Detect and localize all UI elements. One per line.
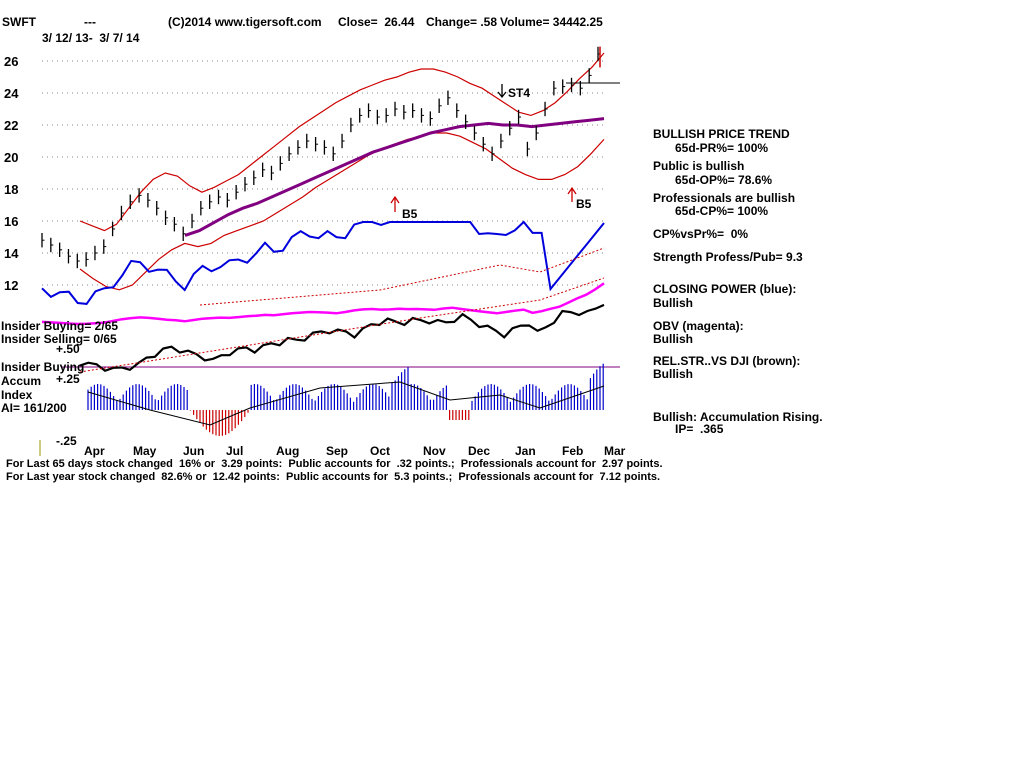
- y-tick-26: 26: [4, 54, 18, 69]
- closing-power-status: Bullish: [653, 296, 694, 310]
- relstr-status: Bullish: [653, 367, 694, 381]
- bollinger-bands: [79, 52, 605, 291]
- cp-vs-pr: CP%vsPr%= 0%: [653, 227, 749, 241]
- accumulation-status: Bullish: Accumulation Rising.: [653, 410, 823, 424]
- accum-label: Accum: [1, 374, 42, 388]
- indicator-lines: [41, 220, 605, 373]
- signal-arrows: [390, 84, 577, 212]
- obv-label: OBV (magenta):: [653, 319, 744, 333]
- pr-percent: 65d-PR%= 100%: [675, 141, 769, 155]
- index-label: Index: [1, 388, 33, 402]
- month-label-sep: Sep: [326, 444, 348, 458]
- y-tick-18: 18: [4, 182, 18, 197]
- y-tick-22: 22: [4, 118, 18, 133]
- month-label-jun: Jun: [183, 444, 204, 458]
- footer-year-summary: For Last year stock changed 82.6% or 12.…: [6, 471, 661, 483]
- b5-arrow-up-1: [390, 195, 400, 212]
- b5-arrow-up-2: [567, 186, 577, 202]
- relative-strength-line: [79, 303, 605, 373]
- closing-power-label: CLOSING POWER (blue):: [653, 282, 797, 296]
- insider-buying-label-2: Insider Buying: [1, 360, 85, 374]
- ma-65d-line: [184, 117, 605, 237]
- signal-b5-label-2: B5: [576, 197, 592, 211]
- copyright-text: (C)2014 www.tigersoft.com: [168, 15, 322, 29]
- relstr-trend-dotted: [79, 277, 605, 373]
- change-value: Change= .58: [426, 15, 498, 29]
- obv-line: [41, 282, 605, 326]
- obv-status: Bullish: [653, 332, 694, 346]
- signal-b5-label-1: B5: [402, 207, 418, 221]
- month-label-dec: Dec: [468, 444, 490, 458]
- price-gridlines: [39, 60, 620, 456]
- st4-arrow-down: [497, 84, 507, 99]
- price-bars: [41, 46, 620, 269]
- month-axis-labels: Apr May Jun Jul Aug Sep Oct Nov Dec Jan Feb Mar: [84, 444, 626, 458]
- month-label-apr: Apr: [84, 444, 105, 458]
- month-label-jan: Jan: [515, 444, 536, 458]
- month-label-may: May: [133, 444, 157, 458]
- accumulation-histogram: [87, 363, 605, 436]
- insider-buying-label: Insider Buying= 2/65: [1, 319, 119, 333]
- month-label-mar: Mar: [604, 444, 626, 458]
- ticker-symbol: SWFT: [2, 15, 36, 29]
- ai-label: AI= 161/200: [1, 401, 67, 415]
- accum-moving-average: [87, 381, 605, 426]
- relstr-label: REL.STR..VS DJI (brown):: [653, 354, 801, 368]
- accum-tick-plus50: +.50: [56, 342, 80, 356]
- y-tick-20: 20: [4, 150, 18, 165]
- upper-band-line: [79, 52, 605, 232]
- cp-percent: 65d-CP%= 100%: [675, 204, 769, 218]
- month-label-oct: Oct: [370, 444, 390, 458]
- volume-value: Volume= 34442.25: [500, 15, 603, 29]
- op-percent: 65d-OP%= 78.6%: [675, 173, 773, 187]
- price-trend-heading: BULLISH PRICE TREND: [653, 127, 790, 141]
- lower-band-line: [79, 132, 605, 291]
- month-label-nov: Nov: [423, 444, 446, 458]
- y-tick-24: 24: [4, 86, 19, 101]
- header-dashes: ---: [84, 15, 96, 29]
- accum-tick-minus25: -.25: [56, 434, 77, 448]
- closing-power-line: [41, 220, 605, 305]
- insider-selling-label: Insider Selling= 0/65: [1, 332, 117, 346]
- y-tick-16: 16: [4, 214, 18, 229]
- footer-65day-summary: For Last 65 days stock changed 16% or 3.…: [6, 458, 663, 470]
- month-label-aug: Aug: [276, 444, 299, 458]
- signal-st4-label: ST4: [508, 86, 531, 100]
- month-label-jul: Jul: [226, 444, 243, 458]
- y-tick-12: 12: [4, 278, 18, 293]
- y-tick-14: 14: [4, 246, 19, 261]
- public-status: Public is bullish: [653, 159, 745, 173]
- close-value: Close= 26.44: [338, 15, 415, 29]
- accum-tick-plus25: +.25: [56, 372, 80, 386]
- cp-trend-dotted: [199, 247, 605, 306]
- date-range: 3/ 12/ 13- 3/ 7/ 14: [42, 31, 140, 45]
- professionals-status: Professionals are bullish: [653, 191, 796, 205]
- ip-value: IP= .365: [675, 422, 724, 436]
- moving-average-line: [184, 117, 605, 237]
- month-label-feb: Feb: [562, 444, 583, 458]
- strength-ratio: Strength Profess/Pub= 9.3: [653, 250, 803, 264]
- price-axis-ticks: 12 14 16 18 20 22 24 26: [4, 54, 19, 293]
